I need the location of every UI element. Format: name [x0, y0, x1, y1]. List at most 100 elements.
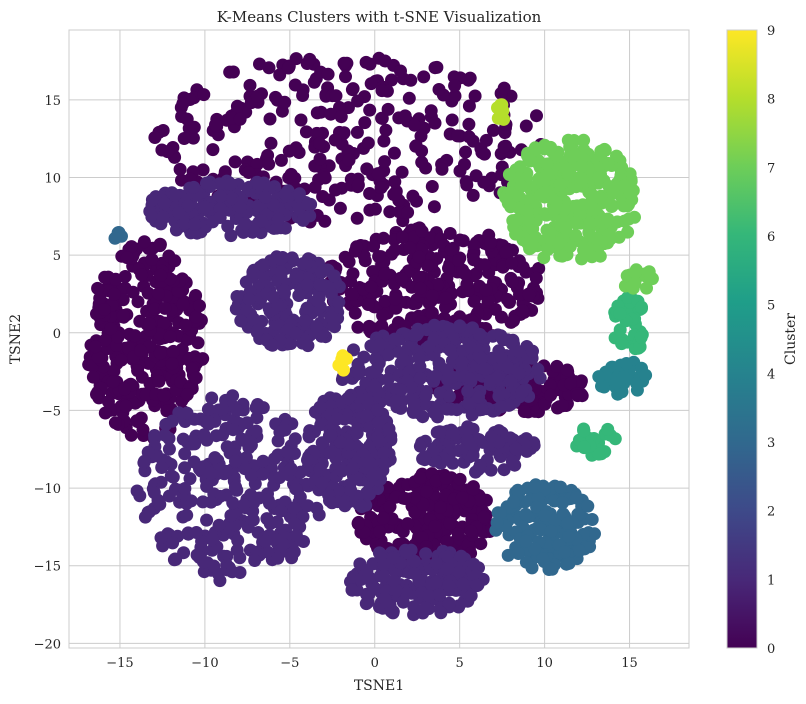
- data-point: [408, 554, 421, 568]
- data-point: [570, 216, 584, 230]
- data-point: [371, 403, 384, 417]
- data-point: [378, 155, 392, 169]
- data-point: [462, 397, 476, 411]
- data-point: [562, 556, 576, 570]
- data-point: [543, 378, 557, 392]
- data-point: [315, 476, 329, 490]
- data-point: [555, 249, 569, 263]
- data-point: [516, 304, 530, 318]
- data-point: [168, 254, 182, 268]
- y-tick-label: −15: [34, 560, 61, 575]
- data-point: [382, 422, 396, 436]
- data-point: [453, 310, 467, 324]
- data-point: [147, 486, 161, 500]
- data-point: [378, 54, 392, 68]
- data-point: [387, 574, 401, 588]
- data-point: [377, 134, 391, 148]
- data-point: [134, 343, 148, 357]
- data-point: [159, 417, 173, 431]
- data-point: [357, 350, 371, 364]
- data-point: [238, 217, 252, 231]
- data-point: [109, 272, 123, 286]
- data-point: [381, 373, 395, 386]
- data-point: [371, 167, 385, 181]
- data-point: [224, 229, 238, 243]
- data-point: [325, 496, 339, 510]
- data-point: [538, 509, 552, 522]
- colorbar-tick-label: 6: [767, 230, 775, 245]
- data-point: [540, 157, 554, 171]
- data-point: [145, 252, 159, 266]
- cluster-6-points: [570, 290, 649, 462]
- data-point: [502, 168, 516, 181]
- data-point: [560, 162, 574, 176]
- data-point: [160, 404, 174, 418]
- data-point: [458, 267, 472, 281]
- data-point: [462, 117, 476, 131]
- data-point: [278, 188, 292, 201]
- data-point: [172, 206, 186, 220]
- data-point: [475, 403, 489, 416]
- data-point: [163, 330, 177, 344]
- data-point: [613, 307, 627, 321]
- data-point: [628, 277, 642, 291]
- data-point: [415, 224, 429, 238]
- data-point: [455, 355, 469, 369]
- data-point: [454, 549, 468, 563]
- data-point: [318, 171, 332, 185]
- data-point: [176, 297, 190, 311]
- data-point: [173, 162, 187, 176]
- data-point: [590, 232, 604, 246]
- data-point: [441, 373, 454, 386]
- data-point: [108, 231, 122, 245]
- data-point: [443, 322, 457, 336]
- data-point: [280, 445, 294, 459]
- data-point: [628, 210, 641, 224]
- data-point: [213, 189, 227, 203]
- data-point: [561, 516, 574, 530]
- data-point: [615, 337, 629, 351]
- data-point: [427, 406, 441, 420]
- data-point: [337, 363, 350, 377]
- cluster-7-points: [497, 133, 659, 295]
- data-point: [181, 199, 195, 213]
- data-point: [433, 425, 447, 439]
- colorbar-tick-label: 0: [767, 642, 775, 657]
- data-point: [394, 64, 407, 78]
- data-point: [187, 180, 201, 194]
- data-point: [372, 434, 386, 448]
- data-point: [428, 116, 442, 130]
- data-point: [525, 237, 539, 251]
- data-point: [296, 257, 310, 271]
- data-point: [442, 596, 456, 610]
- data-point: [431, 278, 445, 292]
- data-point: [131, 295, 145, 309]
- data-point: [413, 439, 427, 453]
- data-point: [196, 555, 210, 569]
- data-point: [145, 193, 159, 207]
- data-point: [125, 240, 138, 254]
- data-point: [213, 211, 227, 224]
- data-point: [107, 364, 121, 378]
- data-point: [244, 468, 258, 482]
- data-point: [263, 112, 277, 126]
- data-point: [429, 557, 443, 570]
- data-point: [188, 217, 202, 231]
- data-point: [360, 409, 374, 423]
- data-point: [131, 364, 145, 378]
- y-tick-label: 5: [53, 249, 61, 264]
- data-point: [205, 532, 219, 546]
- data-points: [82, 51, 659, 622]
- data-point: [602, 179, 616, 193]
- data-point: [429, 369, 443, 383]
- data-point: [453, 233, 467, 247]
- data-point: [302, 430, 316, 444]
- data-point: [300, 301, 314, 315]
- data-point: [263, 496, 276, 510]
- colorbar-label: Cluster: [783, 313, 799, 365]
- data-point: [120, 251, 134, 265]
- data-point: [628, 265, 642, 279]
- data-point: [364, 366, 378, 380]
- data-point: [577, 133, 591, 147]
- data-point: [428, 454, 442, 468]
